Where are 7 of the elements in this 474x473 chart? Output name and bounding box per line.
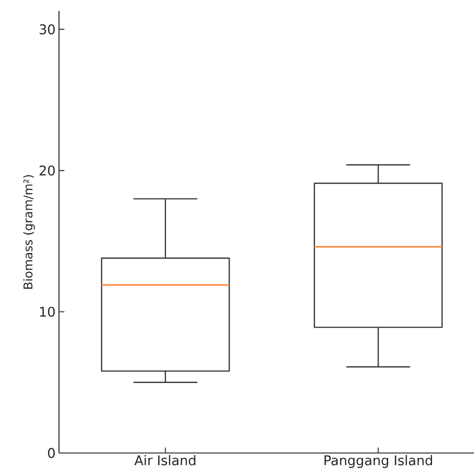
- y-tick-label: 20: [40, 165, 55, 176]
- y-tick-label: 10: [40, 306, 55, 317]
- x-tick-label: Panggang Island: [324, 455, 432, 468]
- x-tick-label: Air Island: [134, 455, 196, 466]
- y-tick-label: 0: [48, 448, 55, 458]
- y-axis-title: Biomass (gram/m²): [23, 175, 35, 289]
- y-tick-label: 30: [40, 24, 55, 34]
